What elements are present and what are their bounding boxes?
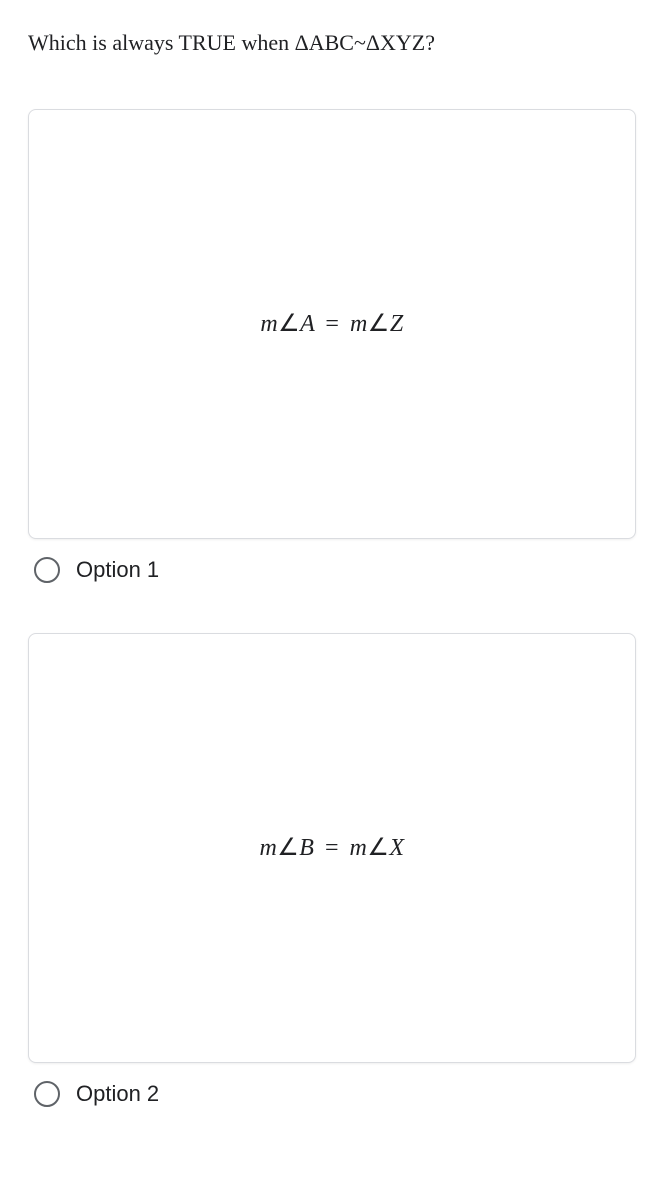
- radio-option-1[interactable]: [34, 557, 60, 583]
- option-row-1[interactable]: Option 1: [28, 539, 636, 633]
- math-v1: B: [299, 835, 314, 861]
- option-math-2: m∠B = m∠X: [259, 833, 404, 862]
- option-row-2[interactable]: Option 2: [28, 1063, 636, 1107]
- option-card-2[interactable]: m∠B = m∠X: [28, 633, 636, 1063]
- math-v2: X: [389, 835, 404, 861]
- math-m2: m: [350, 835, 368, 861]
- radio-option-2[interactable]: [34, 1081, 60, 1107]
- angle-icon: ∠: [368, 311, 390, 337]
- option-card-1[interactable]: m∠A = m∠Z: [28, 109, 636, 539]
- math-v2: Z: [390, 311, 404, 337]
- math-m1: m: [259, 835, 277, 861]
- question-text: Which is always TRUE when ΔABC~ΔXYZ?: [28, 28, 636, 59]
- option-label-1: Option 1: [76, 557, 159, 583]
- option-math-1: m∠A = m∠Z: [260, 309, 403, 338]
- angle-icon: ∠: [278, 311, 300, 337]
- math-m1: m: [260, 311, 278, 337]
- equals-sign: =: [321, 835, 343, 861]
- angle-icon: ∠: [277, 835, 299, 861]
- option-label-2: Option 2: [76, 1081, 159, 1107]
- equals-sign: =: [321, 311, 343, 337]
- question-page: Which is always TRUE when ΔABC~ΔXYZ? m∠A…: [0, 0, 664, 1127]
- math-m2: m: [350, 311, 368, 337]
- angle-icon: ∠: [367, 835, 389, 861]
- math-v1: A: [300, 311, 315, 337]
